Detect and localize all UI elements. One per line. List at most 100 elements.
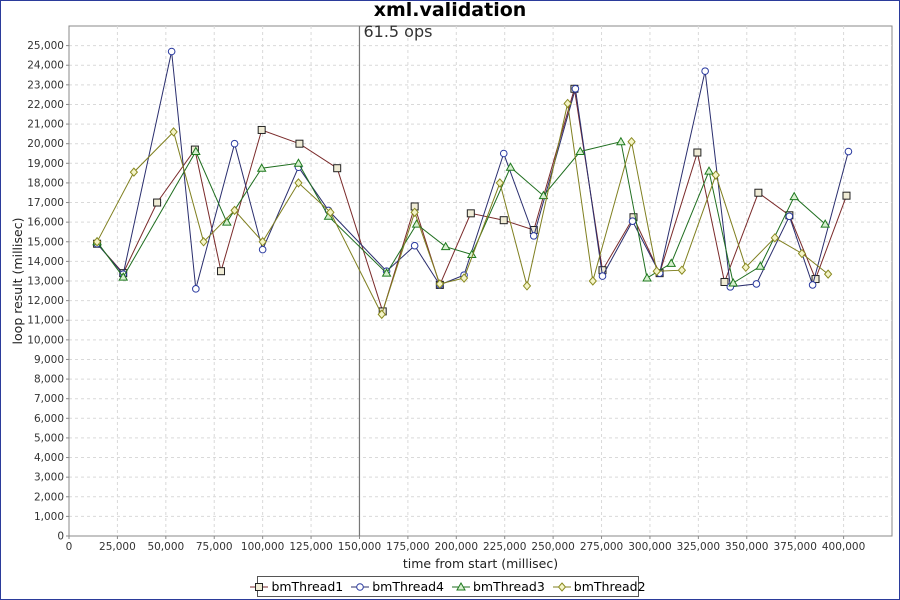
data-point [499, 149, 508, 158]
y-tick-label: 12,000 [27, 295, 64, 307]
y-tick-label: 18,000 [27, 177, 64, 189]
y-tick-label: 16,000 [27, 217, 64, 229]
y-tick-label: 25,000 [27, 40, 64, 52]
data-point [754, 188, 763, 197]
y-tick-label: 15,000 [27, 236, 64, 248]
data-point [652, 266, 661, 276]
data-point [844, 147, 853, 156]
data-point [628, 217, 637, 225]
x-tick-label: 225,000 [483, 541, 526, 553]
x-tick-label: 0 [66, 541, 73, 553]
series-bmThread2 [92, 98, 833, 320]
y-tick-label: 8,000 [34, 374, 64, 386]
data-point [495, 178, 505, 188]
line-chart: 0 1,000 2,000 3,000 4,000 5,000 6,000 7,000 8,00… [10, 22, 893, 571]
y-tick-label: 1,000 [34, 511, 64, 523]
data-point [258, 237, 267, 247]
data-point [704, 166, 714, 175]
legend-item: bmThread4 [351, 579, 444, 594]
data-point [770, 233, 780, 243]
y-tick-label: 13,000 [27, 276, 64, 288]
data-point [571, 84, 580, 93]
legend-swatch [552, 581, 571, 592]
data-point [797, 248, 807, 259]
plot-area [68, 25, 893, 537]
y-tick-label: 24,000 [27, 60, 64, 72]
y-tick-label: 3,000 [34, 472, 64, 484]
legend-label: bmThread4 [372, 579, 444, 594]
data-point [711, 170, 720, 180]
y-tick-label: 6,000 [34, 413, 64, 425]
y-tick-label: 11,000 [27, 315, 64, 327]
data-point [92, 237, 102, 247]
data-point [153, 198, 162, 207]
data-point [257, 125, 266, 134]
y-tick-label: 10,000 [27, 334, 64, 346]
data-point [598, 272, 607, 280]
x-tick-label: 275,000 [580, 541, 623, 553]
legend-marker [356, 582, 365, 591]
y-tick-label: 21,000 [27, 119, 64, 131]
data-point [435, 279, 444, 289]
x-tick-label: 300,000 [628, 541, 671, 553]
x-tick-label: 200,000 [435, 541, 478, 553]
data-point [377, 309, 386, 320]
data-point [169, 127, 178, 137]
series-line [96, 103, 829, 316]
data-point [789, 191, 800, 201]
legend-label: bmThread3 [473, 579, 545, 594]
legend-label: bmThread1 [271, 579, 344, 594]
data-point [627, 136, 636, 147]
data-point [522, 281, 532, 291]
x-tick-label: 125,000 [289, 541, 332, 553]
data-point [294, 178, 303, 188]
data-point [326, 207, 335, 218]
data-point [381, 268, 392, 277]
x-tick-label: 175,000 [386, 541, 429, 553]
data-point [499, 216, 508, 225]
data-point [167, 47, 176, 56]
y-tick-label: 0 [57, 531, 64, 543]
data-point [741, 262, 750, 273]
y-axis-label: loop result (millisec) [10, 218, 25, 345]
y-tick-label: 4,000 [34, 452, 64, 464]
data-point [728, 277, 739, 287]
data-point [256, 163, 267, 172]
y-tick-label: 17,000 [27, 197, 64, 209]
data-point [755, 261, 766, 270]
data-point [333, 164, 342, 173]
data-point [129, 167, 139, 177]
data-point [190, 146, 201, 156]
y-tick-label: 20,000 [27, 138, 64, 150]
data-point [693, 148, 702, 157]
data-point [842, 191, 851, 200]
data-point [221, 217, 232, 226]
data-point [823, 269, 833, 279]
data-point [701, 67, 709, 75]
data-point [466, 209, 475, 218]
x-tick-label: 400,000 [822, 541, 865, 553]
marker-line-label: 61.5 ops [363, 22, 432, 41]
x-tick-label: 75,000 [196, 541, 233, 553]
data-point [720, 277, 729, 286]
data-point [666, 258, 677, 267]
legend-swatch [351, 582, 370, 591]
x-tick-label: 375,000 [773, 541, 816, 553]
x-tick-label: 325,000 [677, 541, 720, 553]
y-tick-label: 9,000 [34, 354, 64, 366]
data-point [820, 219, 831, 228]
legend-marker [255, 582, 264, 591]
legend-label: bmThread2 [573, 579, 646, 594]
y-tick-label: 22,000 [27, 99, 64, 111]
data-point [192, 285, 200, 293]
data-point [563, 98, 572, 109]
data-point [529, 232, 538, 240]
data-point [642, 273, 652, 282]
legend-swatch [250, 582, 269, 591]
x-axis-label: time from start (millisec) [403, 556, 558, 571]
series-line [96, 141, 826, 284]
data-point [752, 280, 761, 288]
y-tick-label: 2,000 [34, 491, 64, 503]
data-point [785, 212, 794, 221]
x-tick-label: 50,000 [147, 541, 184, 553]
